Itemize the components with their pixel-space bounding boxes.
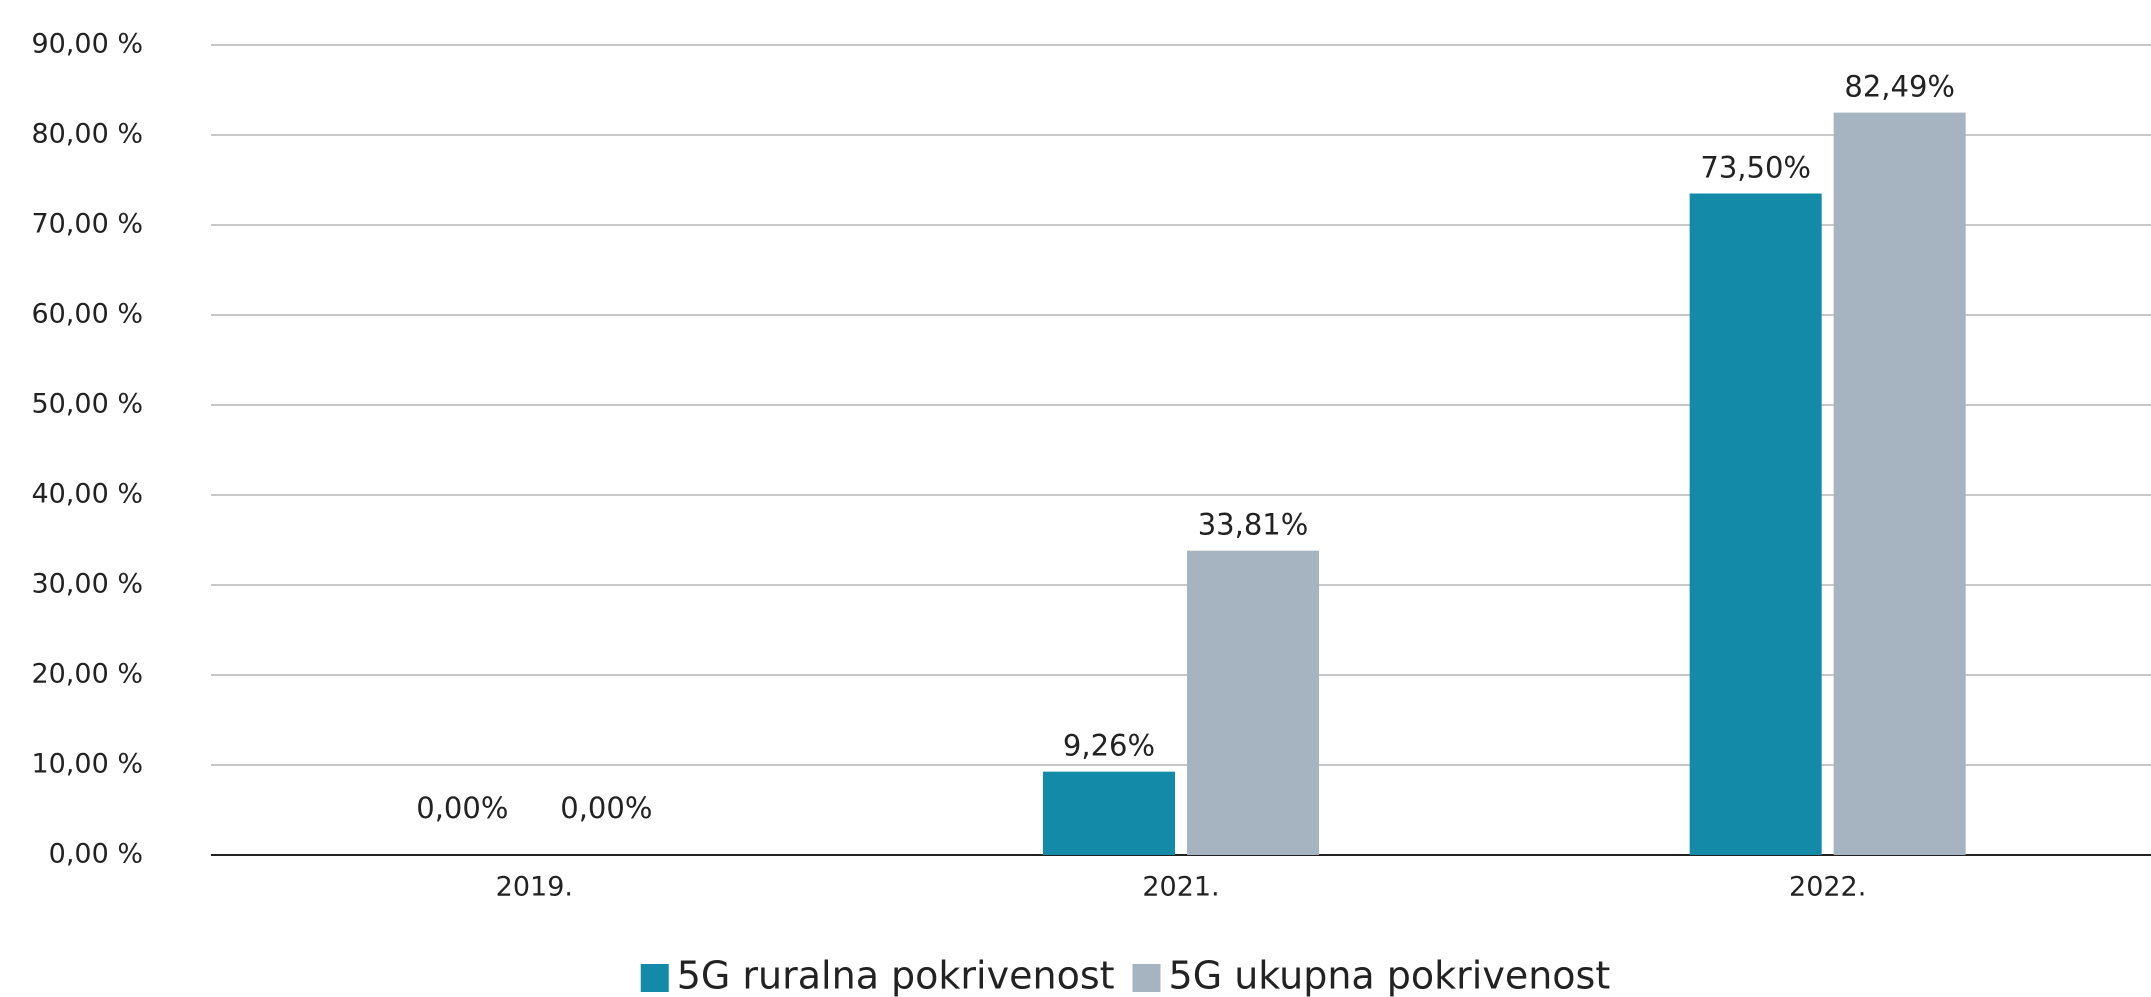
data-label: 73,50%	[1700, 151, 1811, 185]
x-tick-label: 2019.	[496, 872, 573, 903]
legend-label: 5G ukupna pokrivenost	[1169, 954, 1611, 997]
data-label: 0,00%	[416, 791, 508, 825]
bar	[1833, 112, 1966, 856]
y-tick-label: 70,00 %	[31, 209, 143, 240]
legend-swatch	[1132, 964, 1161, 992]
legend-swatch	[640, 964, 669, 992]
bar	[1187, 550, 1319, 855]
x-tick-label: 2021.	[1142, 872, 1219, 903]
y-tick-label: 60,00 %	[31, 299, 143, 330]
y-tick-label: 40,00 %	[31, 479, 143, 510]
bar	[1689, 193, 1822, 855]
legend-label: 5G ruralna pokrivenost	[677, 954, 1115, 997]
bar	[1043, 771, 1175, 855]
y-tick-label: 50,00 %	[31, 389, 143, 420]
y-tick-label: 10,00 %	[31, 749, 143, 780]
y-tick-label: 20,00 %	[31, 659, 143, 690]
data-label: 33,81%	[1198, 508, 1309, 542]
data-label: 0,00%	[560, 791, 652, 825]
x-tick-label: 2022.	[1789, 872, 1866, 903]
data-label: 82,49%	[1844, 70, 1955, 104]
y-tick-label: 80,00 %	[31, 119, 143, 150]
y-tick-label: 0,00 %	[49, 839, 143, 870]
data-label: 9,26%	[1063, 729, 1155, 763]
y-tick-label: 30,00 %	[31, 569, 143, 600]
y-tick-label: 90,00 %	[31, 29, 143, 60]
